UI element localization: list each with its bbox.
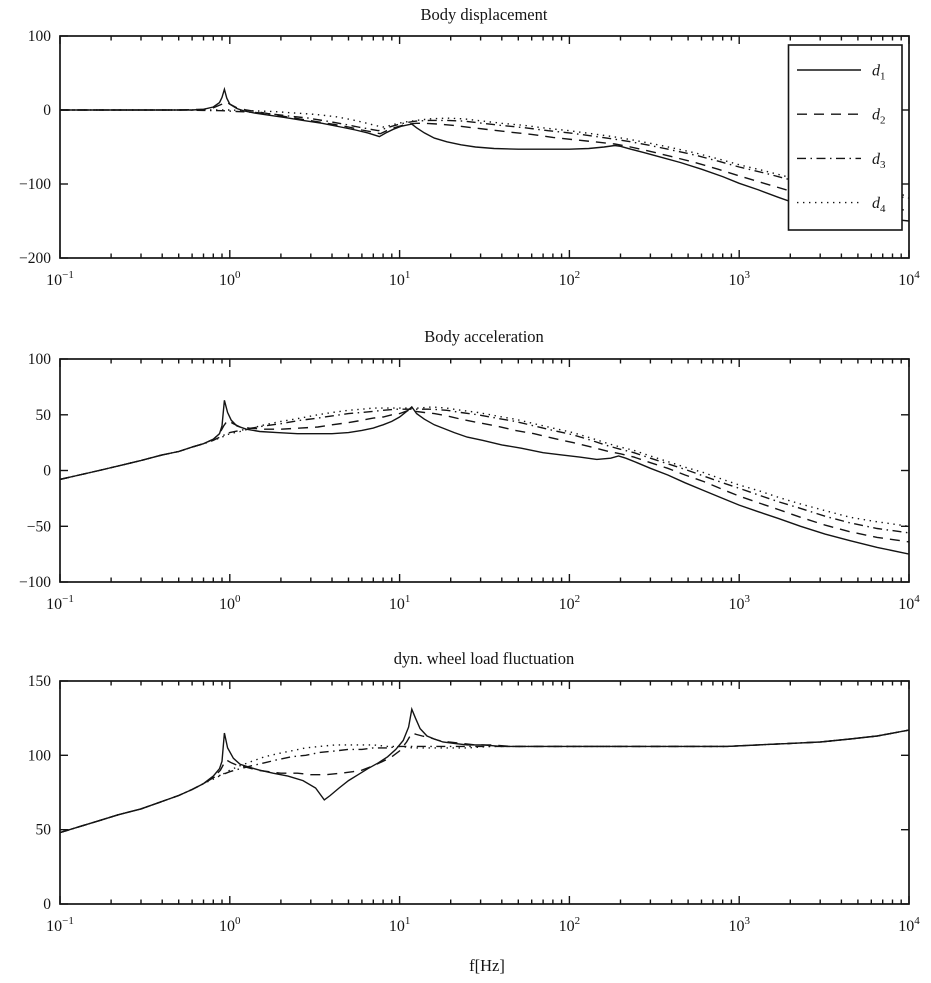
y-tick-label: 50 — [36, 407, 52, 424]
legend-box — [787, 44, 903, 231]
curve-d4 — [60, 406, 909, 527]
x-tick-label: 102 — [559, 915, 581, 935]
x-tick-label: 100 — [219, 593, 241, 613]
plot-title-wheel-load: dyn. wheel load fluctuation — [394, 649, 575, 668]
x-tick-label: 103 — [728, 269, 750, 289]
y-tick-label: 100 — [28, 28, 52, 45]
x-tick-label: 101 — [389, 269, 411, 289]
x-tick-label: 104 — [898, 915, 920, 935]
y-tick-label: 0 — [43, 896, 51, 913]
axes-wheel-load: 10−1 100 101 102 103 104 150 100 50 0 — [28, 673, 921, 935]
x-tick-label: 102 — [559, 269, 581, 289]
axes-box — [59, 358, 910, 583]
curve-d1 — [60, 86, 909, 222]
x-tick-label: 102 — [559, 593, 581, 613]
curve-d1 — [60, 400, 909, 555]
axes-box — [59, 35, 910, 259]
y-tick-label: 0 — [43, 463, 51, 480]
x-tick-label: 10−1 — [46, 915, 74, 935]
curve-d3 — [60, 408, 909, 534]
y-tick-label: −200 — [19, 250, 51, 267]
y-tick-label: 150 — [28, 673, 52, 690]
curve-d2 — [60, 409, 909, 543]
y-tick-label: −100 — [19, 176, 51, 193]
curve-d1 — [60, 706, 909, 834]
x-tick-label: 101 — [389, 593, 411, 613]
ticks-group — [59, 35, 910, 259]
x-tick-label: 103 — [728, 915, 750, 935]
y-tick-label: −100 — [19, 574, 51, 591]
curves-group — [60, 86, 909, 222]
subplot-wheel-load: dyn. wheel load fluctuation 10−1 100 101 10… — [28, 649, 921, 935]
subplot-body-displacement: Body displacement 10−1 100 101 102 103 104 100… — [19, 5, 920, 289]
ticks-group — [59, 358, 910, 583]
y-tick-label: 50 — [36, 822, 52, 839]
y-tick-label: 100 — [28, 351, 52, 368]
y-tick-label: 0 — [43, 102, 51, 119]
axes-box — [59, 680, 910, 905]
curve-d4 — [60, 109, 909, 197]
x-tick-label: 103 — [728, 593, 750, 613]
plot-title-body-displacement: Body displacement — [421, 5, 548, 24]
x-tick-label: 100 — [219, 915, 241, 935]
x-tick-label: 100 — [219, 269, 241, 289]
x-tick-label: 10−1 — [46, 269, 74, 289]
x-axis-label: f[Hz] — [469, 956, 505, 975]
subplot-body-acceleration: Body acceleration 10−1 100 101 102 103 104 100… — [19, 327, 920, 613]
x-tick-label: 104 — [898, 269, 920, 289]
x-tick-label: 101 — [389, 915, 411, 935]
curves-group — [60, 706, 909, 834]
x-tick-label: 10−1 — [46, 593, 74, 613]
ticks-group — [59, 680, 910, 905]
x-tick-label: 104 — [898, 593, 920, 613]
curve-d2 — [60, 101, 909, 212]
plot-title-body-acceleration: Body acceleration — [424, 327, 544, 346]
curves-group — [60, 400, 909, 555]
curve-d3 — [60, 109, 909, 199]
y-tick-label: −50 — [27, 518, 51, 535]
y-tick-label: 100 — [28, 747, 52, 764]
axes-body-acceleration: 10−1 100 101 102 103 104 100 50 0 −50 −100 — [19, 351, 920, 613]
